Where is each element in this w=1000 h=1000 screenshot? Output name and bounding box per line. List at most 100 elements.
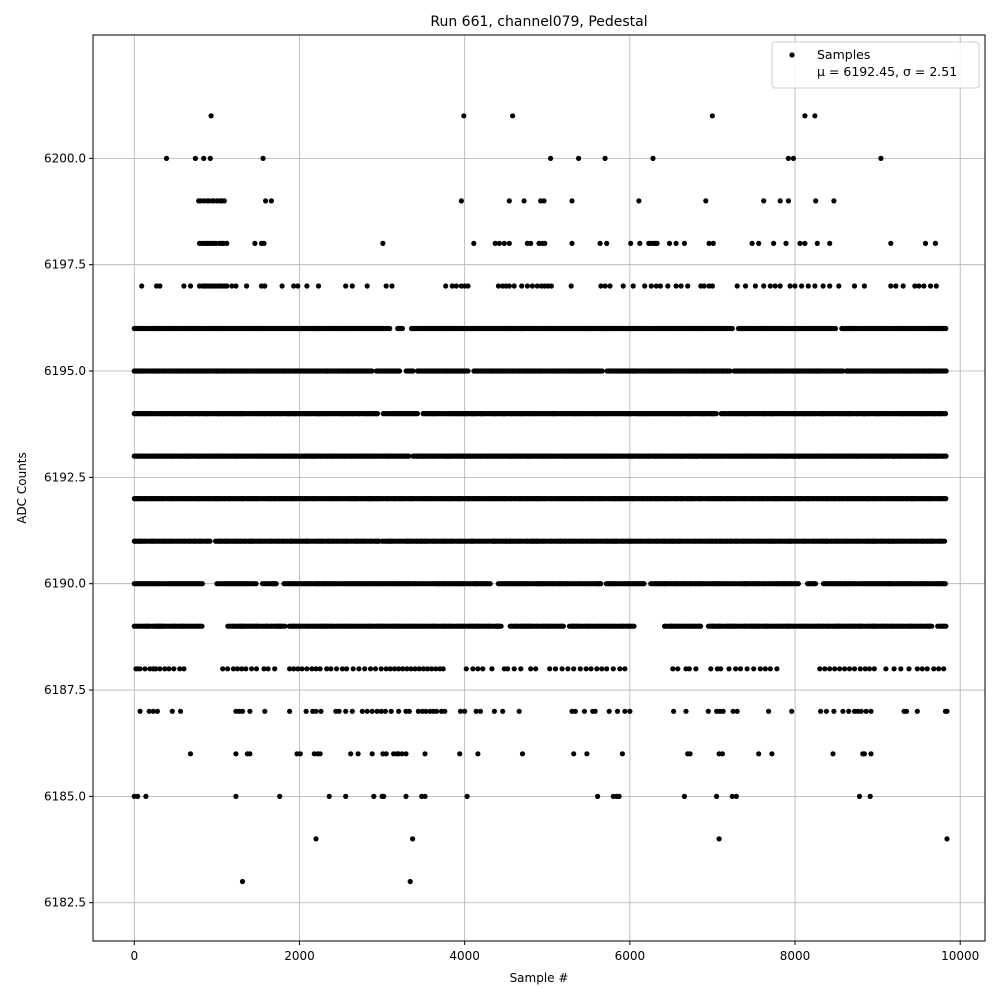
data-point <box>518 666 524 672</box>
data-point <box>927 283 934 289</box>
data-point <box>944 708 950 714</box>
data-point <box>137 708 143 714</box>
data-point <box>814 240 820 246</box>
data-point <box>470 666 476 672</box>
data-point <box>371 793 377 800</box>
data-point <box>727 368 733 374</box>
data-point <box>477 708 483 714</box>
data-point <box>207 155 213 161</box>
data-point <box>552 666 559 672</box>
data-point <box>861 751 868 757</box>
data-point <box>883 666 889 672</box>
data-point <box>396 708 402 714</box>
data-point <box>506 198 512 204</box>
data-point <box>356 666 362 672</box>
data-point <box>383 283 389 289</box>
data-point <box>349 283 355 289</box>
data-point <box>942 538 948 544</box>
data-point <box>832 666 838 672</box>
data-point <box>396 666 402 672</box>
data-point <box>795 581 802 587</box>
data-point <box>598 283 604 289</box>
data-point <box>261 240 267 246</box>
data-point <box>461 113 467 119</box>
data-point <box>569 240 575 246</box>
data-point <box>863 708 869 714</box>
data-point <box>416 666 422 672</box>
data-point <box>261 666 267 672</box>
data-point <box>541 198 547 204</box>
data-point <box>344 666 350 672</box>
data-point <box>761 198 767 204</box>
data-point <box>334 666 340 672</box>
data-point <box>713 411 719 417</box>
data-point <box>752 283 759 289</box>
data-point <box>519 751 526 757</box>
data-point <box>135 793 141 800</box>
data-point <box>253 666 260 672</box>
data-point <box>812 581 819 587</box>
data-point <box>792 283 798 289</box>
data-point <box>576 155 582 161</box>
data-point <box>304 666 310 672</box>
data-point <box>362 666 368 672</box>
data-point <box>818 708 824 714</box>
data-point <box>424 666 431 672</box>
data-point <box>181 666 187 672</box>
data-point <box>602 283 608 289</box>
data-point <box>581 708 588 714</box>
data-point <box>410 836 416 842</box>
data-point <box>757 666 763 672</box>
data-point <box>153 666 159 672</box>
data-point <box>650 155 656 161</box>
data-point <box>837 666 843 672</box>
data-point <box>572 708 578 714</box>
data-point <box>919 666 925 672</box>
data-point <box>187 283 194 289</box>
data-point <box>785 198 792 204</box>
data-point <box>378 666 384 672</box>
data-point <box>516 708 522 714</box>
data-point <box>443 283 449 289</box>
data-point <box>208 113 214 119</box>
data-point <box>524 283 531 289</box>
data-point <box>506 283 512 289</box>
data-point <box>599 666 605 672</box>
data-point <box>888 283 894 289</box>
data-point <box>830 751 836 757</box>
data-point <box>378 708 384 714</box>
data-point <box>871 666 877 672</box>
data-point <box>181 283 187 289</box>
data-point <box>642 283 648 289</box>
data-point <box>893 283 899 289</box>
data-point <box>511 283 517 289</box>
data-point <box>406 453 412 459</box>
data-point <box>414 411 420 417</box>
data-point <box>247 751 253 757</box>
data-point <box>372 666 379 672</box>
data-point <box>813 198 819 204</box>
data-point <box>906 666 912 672</box>
data-point <box>787 283 793 289</box>
data-point <box>630 283 636 289</box>
data-point <box>304 283 310 289</box>
data-point <box>594 666 600 672</box>
data-point <box>857 666 863 672</box>
data-point <box>716 836 722 842</box>
data-point <box>943 496 949 502</box>
data-point <box>239 878 246 885</box>
data-point <box>842 666 848 672</box>
data-point <box>457 751 463 757</box>
data-point <box>350 666 356 672</box>
data-point <box>569 198 575 204</box>
data-point <box>777 283 783 289</box>
data-point <box>364 708 370 714</box>
data-point <box>673 283 679 289</box>
data-point <box>636 198 642 204</box>
data-point <box>221 198 227 204</box>
data-point <box>571 666 577 672</box>
data-point <box>480 666 486 672</box>
data-point <box>475 666 481 672</box>
data-point <box>324 666 330 672</box>
